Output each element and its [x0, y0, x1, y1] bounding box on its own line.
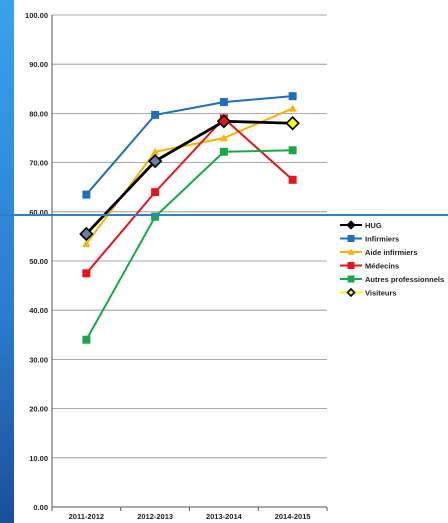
legend-marker-visiteurs [346, 287, 356, 298]
legend-marker-aide-infirmiers [347, 248, 355, 255]
y-tick-label: 50.00 [29, 257, 48, 266]
point-infirmiers [151, 110, 160, 119]
point-m-decins [82, 269, 91, 278]
point-autres-professionnels [219, 147, 228, 156]
series-line-hug [85, 119, 293, 235]
legend-item-visiteurs: Visiteurs [340, 287, 397, 298]
y-tick-label: 60.00 [29, 208, 48, 217]
y-tick-label: 90.00 [29, 60, 48, 69]
point-infirmiers [288, 92, 297, 101]
point-m-decins [288, 175, 297, 184]
y-tick-label: 100.00 [25, 11, 48, 20]
legend-label: Visiteurs [365, 289, 397, 298]
grid-lines [52, 14, 327, 508]
legend: HUG Infirmiers Aide infirmiers Médecins Autr… [340, 220, 444, 298]
legend-marker-autres-professionnels [347, 275, 355, 283]
legend-item-aide-infirmiers: Aide infirmiers [340, 248, 418, 257]
y-tick-label: 70.00 [29, 159, 48, 168]
point-m-decins [151, 188, 160, 197]
legend-label: Aide infirmiers [365, 248, 418, 257]
series-hug [79, 114, 300, 242]
x-tick-label: 2014-2015 [275, 512, 311, 521]
point-hug [147, 153, 163, 169]
legend-label: Infirmiers [365, 235, 399, 244]
legend-item-m-decins: Médecins [340, 262, 399, 271]
series-line-m-decins [85, 116, 294, 274]
chart-panel [14, 0, 448, 523]
x-tick-label: 2011-2012 [69, 512, 104, 521]
x-tick-label: 2012-2013 [137, 512, 173, 521]
slide-divider-line [0, 214, 448, 216]
y-tick-labels: 0.00 10.00 20.00 30.00 40.00 50.00 60.00 70.00 8… [25, 11, 48, 512]
legend-marker-m-decins [347, 262, 355, 269]
y-tick-label: 40.00 [29, 306, 48, 315]
series-line-aide-infirmiers [85, 107, 294, 245]
point-hug [79, 226, 94, 242]
series-m-decins [82, 114, 297, 278]
series-autres-professionnels [82, 146, 297, 344]
y-tick-label: 10.00 [29, 454, 48, 463]
legend-label: HUG [365, 221, 382, 230]
legend-marker-infirmiers [347, 235, 355, 242]
y-tick-label: 30.00 [29, 355, 48, 364]
point-visiteurs [285, 116, 300, 131]
point-aide-infirmiers [82, 239, 91, 247]
point-infirmiers [219, 98, 228, 107]
legend-label: Médecins [365, 262, 399, 271]
point-aide-infirmiers [288, 104, 297, 112]
legend-item-autres-professionnels: Autres professionnels [340, 275, 444, 284]
point-autres-professionnels [288, 146, 297, 155]
legend-marker-hug [346, 220, 356, 230]
point-aide-infirmiers [219, 134, 228, 142]
y-tick-label: 80.00 [29, 109, 48, 118]
point-hug [216, 114, 232, 129]
series-line-autres-professionnels [85, 149, 293, 341]
point-aide-infirmiers [151, 147, 160, 155]
series-group [79, 92, 300, 344]
series-infirmiers [82, 92, 297, 199]
x-tick-label: 2013-2014 [206, 512, 243, 521]
point-autres-professionnels [151, 212, 160, 221]
axes [51, 15, 328, 511]
series-line-infirmiers [85, 95, 293, 196]
legend-label: Autres professionnels [365, 275, 444, 284]
legend-item-hug: HUG [340, 220, 382, 230]
legend-item-infirmiers: Infirmiers [340, 235, 399, 244]
point-infirmiers [82, 190, 91, 199]
series-aide-infirmiers [82, 104, 297, 247]
slide-left-edge [0, 0, 14, 523]
x-tick-labels: 2011-2012 2012-2013 2013-2014 2014-2015 [69, 512, 311, 521]
series-visiteurs [285, 116, 300, 131]
point-autres-professionnels [82, 335, 91, 344]
y-tick-label: 20.00 [29, 405, 48, 414]
y-tick-label: 0.00 [33, 503, 48, 512]
